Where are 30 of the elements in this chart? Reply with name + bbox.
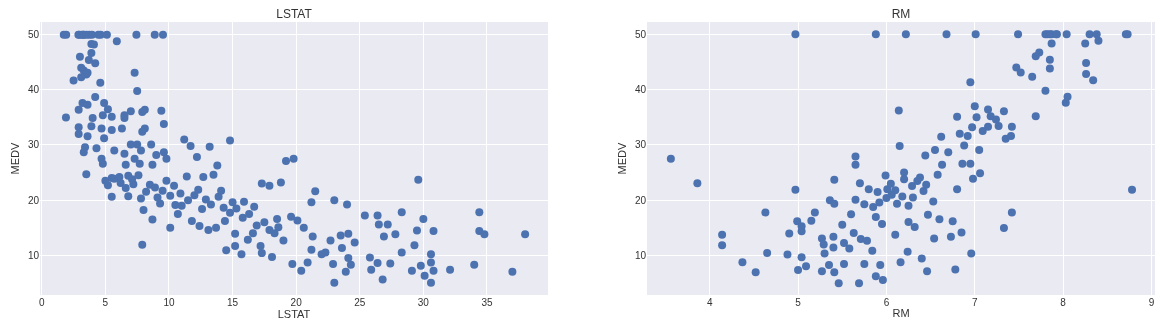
y-tick-label: 20: [27, 194, 40, 206]
y-tick-label: 30: [27, 139, 40, 151]
x-tick-label: 6: [883, 297, 890, 308]
y-tick-label: 50: [27, 29, 40, 41]
x-tick-label: 10: [163, 297, 175, 308]
y-axis-title: MEDV: [615, 141, 628, 175]
x-tick-label: 7: [971, 297, 978, 308]
x-tick-label: 0: [39, 297, 45, 308]
x-axis-title: LSTAT: [277, 308, 311, 320]
x-tick-label: 5: [795, 297, 802, 308]
y-tick-label: 40: [634, 84, 647, 96]
chart-title: LSTAT: [276, 7, 313, 21]
x-tick-label: 4: [706, 297, 713, 308]
y-axis-title: MEDV: [8, 141, 21, 175]
x-tick-label: 30: [417, 297, 430, 308]
x-axis-title: RM: [892, 307, 910, 320]
y-tick-label: 10: [27, 249, 40, 261]
y-tick-label: 10: [634, 250, 647, 262]
x-tick-label: 9: [1148, 297, 1155, 308]
y-tick-label: 30: [634, 139, 647, 151]
x-tick-label: 25: [354, 297, 366, 308]
x-tick-label: 5: [102, 297, 109, 308]
y-tick-label: 40: [27, 84, 40, 96]
chart-title: RM: [891, 7, 911, 21]
x-tick-label: 8: [1060, 297, 1067, 308]
x-tick-label: 15: [227, 297, 239, 308]
x-tick-label: 20: [290, 297, 303, 308]
y-tick-label: 20: [634, 194, 647, 206]
y-tick-label: 50: [634, 28, 647, 40]
x-tick-label: 35: [481, 297, 493, 308]
